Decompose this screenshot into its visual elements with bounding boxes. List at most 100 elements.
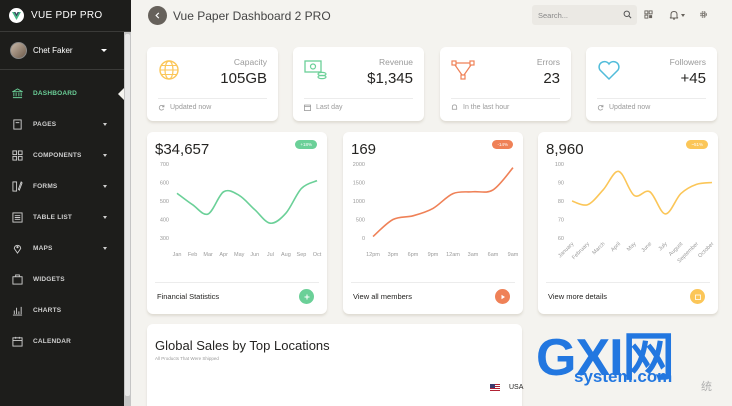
watermark-sub: system.com <box>574 367 673 386</box>
heart-icon <box>597 59 621 86</box>
x-tick-label: 9pm <box>428 252 439 258</box>
y-tick-label: 90 <box>558 181 564 187</box>
sidebar-item-components[interactable]: COMPONENTS <box>0 140 131 171</box>
stat-value: 105GB <box>220 70 267 87</box>
x-tick-label: May <box>234 252 245 258</box>
chart-action-button[interactable] <box>299 289 314 304</box>
page-title: Vue Paper Dashboard 2 PRO <box>173 9 331 23</box>
list-icon <box>11 212 23 223</box>
sidebar-item-table-list[interactable]: TABLE LIST <box>0 202 131 233</box>
x-tick-label: June <box>641 241 654 254</box>
chevron-down-icon <box>103 123 107 126</box>
line-chart: 700 600 500 400 300 Jan Feb Mar Apr May Jun Jul Aug S… <box>160 162 322 258</box>
country-name: USA <box>509 384 524 391</box>
chart-footer-label: View more details <box>548 292 608 301</box>
chart-headline-value: $34,657 <box>155 141 210 158</box>
watermark-cn: 统 <box>701 381 712 393</box>
search-icon[interactable] <box>623 10 632 19</box>
pin-icon <box>11 243 23 254</box>
chart-icon <box>11 305 23 316</box>
watermark-main: GXI网 <box>536 329 675 387</box>
avatar <box>10 42 27 59</box>
sidebar-brand[interactable]: VUE PDP PRO <box>0 0 131 32</box>
divider <box>351 282 515 283</box>
sidebar-item-label: DASHBOARD <box>33 90 78 97</box>
stat-card-revenue: Revenue $1,345 Last day <box>293 47 424 121</box>
plus-icon <box>304 294 309 299</box>
chart-footer-label: Financial Statistics <box>157 292 220 301</box>
sidebar-item-dashboard[interactable]: DASHBOARD <box>0 78 131 109</box>
chevron-down-icon <box>103 247 107 250</box>
vector-icon <box>451 59 475 86</box>
stat-label: Followers <box>669 57 706 67</box>
scrollbar-thumb[interactable] <box>125 34 130 396</box>
divider <box>304 98 413 99</box>
bank-icon <box>11 88 23 99</box>
search-box[interactable] <box>532 5 637 25</box>
sidebar-user[interactable]: Chet Faker <box>0 32 125 70</box>
stat-label: Errors <box>536 57 560 67</box>
series-line <box>176 179 318 225</box>
x-tick-label: 9am <box>508 252 519 258</box>
sidebar-item-label: WIDGETS <box>33 276 65 283</box>
user-name: Chet Faker <box>33 46 73 55</box>
chevron-left-icon <box>155 12 160 19</box>
sidebar-item-label: TABLE LIST <box>33 214 73 221</box>
sidebar-item-widgets[interactable]: WIDGETS <box>0 264 131 295</box>
stat-footer-text: Updated now <box>170 104 212 111</box>
x-tick-label: 6am <box>488 252 499 258</box>
sidebar-item-label: PAGES <box>33 121 57 128</box>
chart-action-button[interactable] <box>690 289 705 304</box>
sidebar-item-maps[interactable]: MAPS <box>0 233 131 264</box>
watermark: GXI网 system.com 统 <box>532 315 732 406</box>
calendar-icon <box>11 336 23 347</box>
stat-footer: Updated now <box>158 104 211 111</box>
x-tick-label: 12am <box>446 252 460 258</box>
sidebar-nav: DASHBOARD PAGES COMPONENTS FORMS TABLE LIST M… <box>0 70 131 357</box>
grid-view-icon[interactable] <box>644 10 653 19</box>
usa-flag-icon <box>490 384 500 391</box>
x-tick-label: Sep <box>297 252 307 258</box>
sidebar-item-pages[interactable]: PAGES <box>0 109 131 140</box>
box-icon <box>11 274 23 285</box>
sidebar-toggle-button[interactable] <box>148 6 167 25</box>
globe-icon <box>158 59 180 86</box>
x-tick-label: May <box>626 241 638 253</box>
x-tick-label: Jun <box>250 252 259 258</box>
chart-action-button[interactable] <box>495 289 510 304</box>
status-badge: -14% <box>492 140 513 149</box>
stat-card-followers: Followers +45 Updated now <box>586 47 717 121</box>
stat-footer-text: In the last hour <box>463 104 510 111</box>
divider <box>451 98 560 99</box>
x-tick-label: February <box>571 241 591 261</box>
sidebar-item-label: CALENDAR <box>33 338 72 345</box>
sidebar-item-charts[interactable]: CHARTS <box>0 295 131 326</box>
status-badge: +18% <box>295 140 317 149</box>
global-sales-card: Global Sales by Top Locations All Produc… <box>147 324 524 406</box>
sidebar-item-calendar[interactable]: CALENDAR <box>0 326 131 357</box>
chart-card-2: 169 -14% View all members 2000 1500 1000 50… <box>343 132 523 314</box>
divider <box>155 282 319 283</box>
sidebar: VUE PDP PRO Chet Faker DASHBOARD PAGES COM… <box>0 0 131 406</box>
x-tick-label: October <box>697 241 715 259</box>
y-tick-label: 0 <box>362 236 365 242</box>
x-tick-label: Jul <box>267 252 274 258</box>
x-tick-label: 6pm <box>408 252 419 258</box>
sidebar-item-label: COMPONENTS <box>33 152 82 159</box>
sidebar-item-forms[interactable]: FORMS <box>0 171 131 202</box>
y-tick-label: 2000 <box>353 162 365 168</box>
chevron-down-icon[interactable] <box>681 14 685 17</box>
x-tick-label: 3am <box>468 252 479 258</box>
y-tick-label: 600 <box>160 181 169 187</box>
sidebar-item-label: CHARTS <box>33 307 62 314</box>
gear-icon[interactable] <box>699 10 708 19</box>
search-input[interactable] <box>538 10 618 20</box>
series-line <box>571 170 713 215</box>
refresh-icon <box>158 104 165 111</box>
calendar-icon <box>694 294 701 300</box>
status-badge: ~51% <box>686 140 708 149</box>
bell-icon[interactable] <box>669 10 679 20</box>
x-tick-label: Mar <box>203 252 213 258</box>
sidebar-scrollbar[interactable] <box>124 32 131 406</box>
y-tick-label: 700 <box>160 162 169 168</box>
